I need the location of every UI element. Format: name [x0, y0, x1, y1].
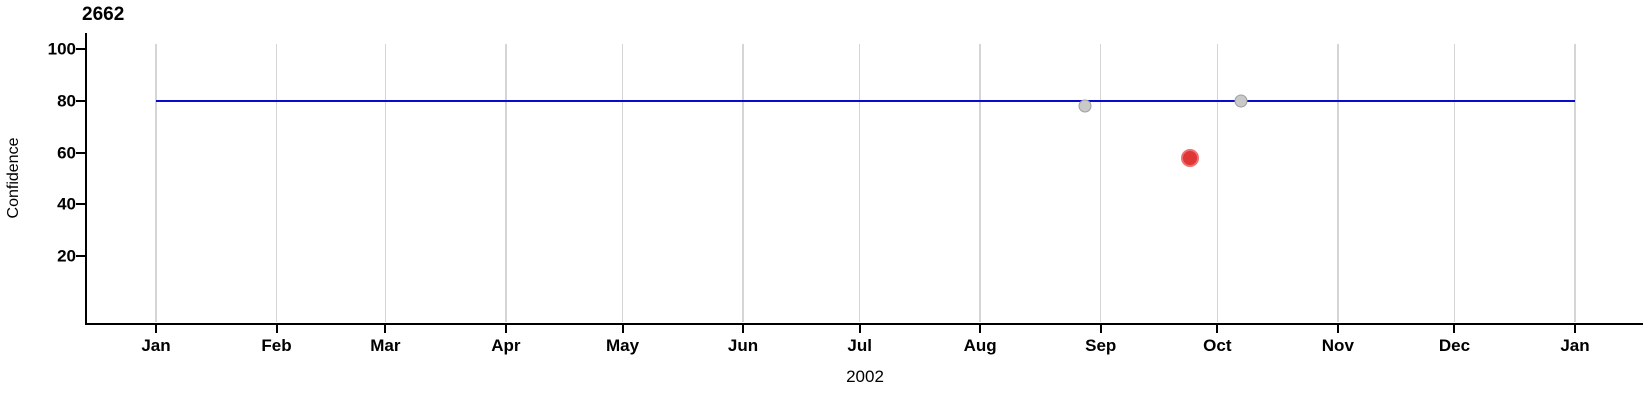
- y-tick-label: 100: [47, 39, 76, 59]
- x-tick-mark: [858, 325, 861, 333]
- data-point: [1234, 94, 1248, 108]
- x-tick-mark: [155, 325, 157, 333]
- x-axis-title: 2002: [846, 367, 884, 386]
- x-tick-mark: [275, 325, 278, 333]
- x-tick-label: May: [605, 336, 640, 355]
- chart-title: 2662: [82, 4, 125, 25]
- data-point: [1181, 148, 1200, 167]
- x-gridline: [1099, 44, 1102, 322]
- y-tick-mark: [76, 255, 85, 257]
- x-tick-label: Jul: [847, 336, 872, 355]
- x-tick-label: Sep: [1085, 336, 1117, 355]
- y-tick-mark: [76, 99, 85, 102]
- y-tick-label: 60: [57, 143, 76, 162]
- x-gridline: [1216, 44, 1219, 322]
- x-tick-label: Jan: [141, 336, 171, 355]
- y-tick-mark: [76, 203, 85, 206]
- x-tick-label: Apr: [491, 336, 521, 355]
- x-tick-mark: [384, 325, 387, 333]
- x-tick-label: Oct: [1203, 336, 1232, 355]
- x-tick-label: Jan: [1560, 336, 1590, 355]
- x-gridline: [1574, 44, 1576, 322]
- x-tick-mark: [1336, 325, 1339, 333]
- x-tick-label: Feb: [261, 336, 292, 355]
- y-tick-label: 20: [57, 246, 76, 266]
- x-tick-mark: [1099, 325, 1102, 333]
- y-axis-line: [85, 33, 87, 325]
- x-tick-mark: [1453, 325, 1456, 333]
- x-gridline: [979, 44, 981, 322]
- x-tick-mark: [1216, 325, 1219, 333]
- x-tick-label: Aug: [963, 336, 997, 355]
- x-gridline: [858, 44, 861, 322]
- x-gridline: [384, 44, 387, 322]
- x-tick-label: Jun: [727, 336, 759, 355]
- data-point: [1078, 99, 1092, 113]
- y-tick-label: 40: [57, 194, 76, 214]
- x-tick-label: Nov: [1321, 336, 1354, 355]
- y-tick-label: 80: [57, 91, 76, 111]
- x-axis-line: [85, 323, 1643, 325]
- x-gridline: [742, 44, 744, 322]
- x-gridline: [1337, 44, 1339, 322]
- y-tick-mark: [76, 151, 85, 154]
- x-tick-mark: [1574, 325, 1576, 333]
- x-tick-label: Mar: [370, 336, 401, 355]
- y-tick-mark: [76, 48, 85, 50]
- x-gridline: [155, 44, 157, 322]
- x-tick-label: Dec: [1438, 336, 1471, 355]
- x-gridline: [275, 44, 278, 322]
- x-gridline: [505, 44, 507, 322]
- reference-line: [156, 99, 1575, 102]
- x-tick-mark: [621, 325, 624, 333]
- x-gridline: [1453, 44, 1456, 322]
- y-axis-title: Confidence: [5, 137, 22, 219]
- x-tick-mark: [742, 325, 745, 333]
- x-gridline: [621, 44, 624, 322]
- x-tick-mark: [504, 325, 507, 333]
- x-tick-mark: [979, 325, 982, 333]
